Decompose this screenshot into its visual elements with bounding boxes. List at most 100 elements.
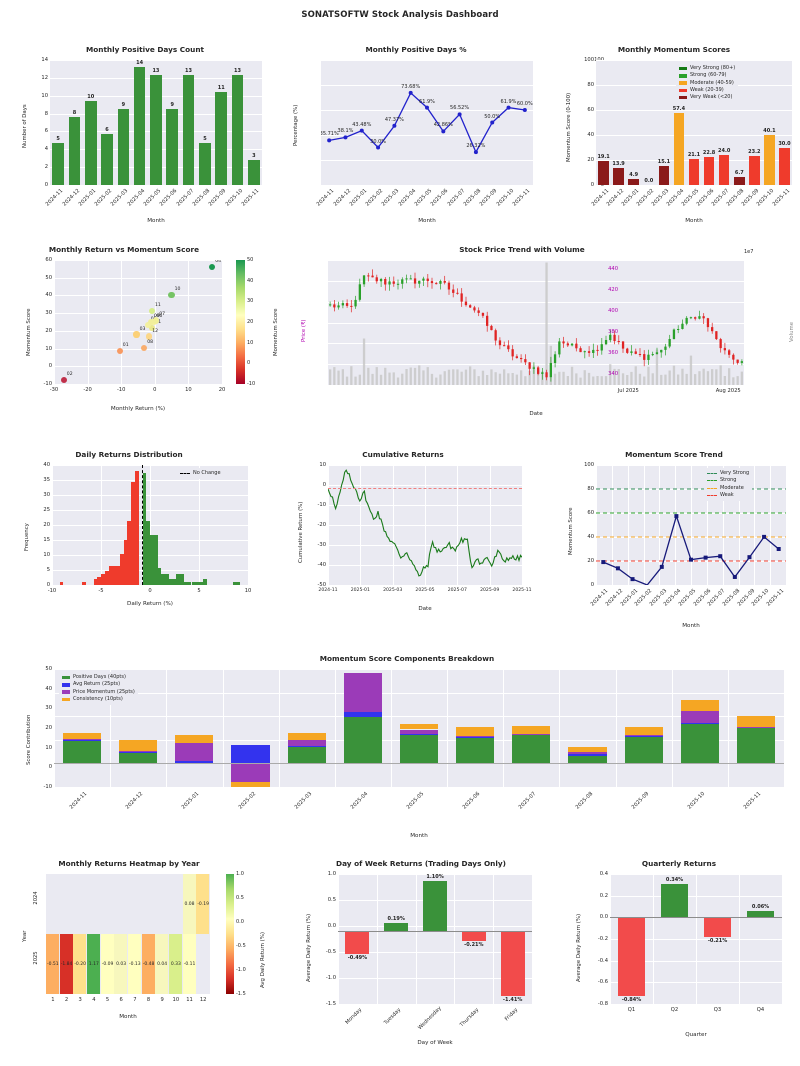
grid-line-v: [615, 669, 617, 787]
colorbar-tick: 0: [247, 360, 251, 367]
xtick-month: 5: [105, 997, 110, 1003]
grid-line-h: [54, 313, 222, 315]
stacked-segment: [175, 735, 214, 743]
bar: [704, 916, 731, 937]
xtick: 0: [148, 588, 152, 594]
scatter-point: [147, 318, 155, 325]
xtick-day: Wednesday: [417, 1005, 443, 1032]
ytick: 40: [587, 132, 594, 138]
stacked-segment: [63, 740, 102, 742]
ytick: 20: [587, 558, 594, 564]
ytick: 4: [44, 146, 48, 153]
histogram-bar: [123, 540, 128, 585]
stacked-segment: [287, 747, 326, 764]
stacked-segment: [680, 724, 719, 764]
xtick: 2025-04: [349, 791, 370, 811]
stacked-segment: [456, 727, 495, 736]
grid-line-v: [671, 669, 673, 787]
legend-swatch: [62, 683, 70, 687]
legend-label: Weak (20-39): [690, 86, 724, 93]
ytick: -0.6: [597, 979, 608, 986]
grid-line-v: [390, 669, 392, 787]
ytick: -0.8: [597, 1001, 608, 1007]
xtick-month: 11: [186, 997, 193, 1003]
legend-swatch: [679, 66, 687, 71]
legend-swatch: [679, 95, 687, 100]
ytick: 1.0: [327, 871, 336, 877]
xtick: 2024-12: [124, 791, 145, 811]
ytick: 8: [44, 110, 48, 117]
xtick-month: 7: [133, 997, 137, 1003]
xtick: -10: [47, 588, 57, 594]
ytick: 50: [45, 666, 52, 672]
ytick: 80: [587, 486, 594, 492]
grid-line-h: [54, 260, 222, 261]
bar-value-label: 6.7: [734, 169, 744, 176]
ytick-price: 420: [608, 286, 618, 293]
bar-value-label: 13: [185, 68, 193, 75]
xtick: 2025-11: [512, 588, 532, 593]
ytick: -1.5: [325, 1001, 336, 1007]
candlestick-series: [329, 262, 743, 385]
legend-line-swatch: [707, 494, 717, 496]
ytick: 6: [44, 128, 48, 135]
panel-quarterly-returns: Quarterly Returns -0.84% 0.34% -0.21% 0.06%…: [566, 859, 800, 1055]
grid-line-h: [321, 160, 533, 161]
heatmap-cell: [114, 934, 128, 994]
histogram-bar: [202, 579, 207, 585]
scatter-point-label: 06: [156, 314, 163, 320]
xtick: Aug 2025: [715, 388, 741, 394]
bar-value-label: -0.49%: [347, 954, 368, 961]
grid-line-v: [334, 669, 336, 787]
xtick-quarter: Q2: [670, 1007, 679, 1013]
grid-line-v: [338, 874, 339, 1004]
stacked-segment: [680, 700, 719, 712]
heatmap-cell: [100, 874, 114, 934]
bar: [423, 880, 448, 932]
histogram-bar: [101, 573, 105, 585]
grid-line-v: [738, 465, 740, 585]
histogram-bar: [119, 554, 124, 585]
bar-value-label: 13: [152, 68, 160, 75]
histogram-bar: [108, 565, 113, 585]
legend-returns-distribution: No Change: [177, 468, 224, 480]
ytick: 100: [584, 57, 594, 63]
grid-line-v: [415, 874, 417, 1004]
grid-line-h: [328, 322, 744, 324]
stacked-segment: [63, 740, 102, 764]
grid-line-h: [338, 978, 532, 979]
xtick-month: 9: [160, 997, 164, 1003]
chart-title-positive-days-count: Monthly Positive Days Count: [85, 45, 205, 54]
grid-line-v: [121, 260, 123, 384]
xtick-month: 6: [119, 997, 123, 1003]
grid-line-v: [52, 465, 53, 585]
histogram-bar: [180, 573, 184, 585]
stacked-segment: [456, 735, 495, 737]
heatmap-cell: [87, 874, 101, 934]
grid-line-v: [610, 874, 611, 1004]
xlabel-quarterly-returns: Quarter: [685, 1032, 707, 1038]
xlabel-return-vs-momentum: Monthly Return (%): [110, 406, 166, 412]
ytick: 15: [43, 537, 50, 543]
bar: [598, 161, 609, 185]
ytick: 10: [319, 462, 326, 468]
ytick-price: 380: [608, 329, 618, 335]
grid-line-v: [770, 465, 772, 585]
panel-positive-days-pct: Monthly Positive Days % 35.71% 38.1% 43.48…: [285, 45, 604, 231]
stacked-segment: [231, 763, 270, 783]
ytick: 20: [45, 725, 52, 731]
chart-title-momentum-trend: Momentum Score Trend: [625, 450, 723, 459]
ylabel-positive-days-pct: Percentage (%): [293, 104, 299, 146]
stacked-segment: [119, 750, 158, 752]
xlabel-momentum-trend: Month: [682, 623, 700, 629]
grid-line-v: [222, 669, 224, 787]
stacked-segment: [568, 751, 607, 755]
point-value-label: 30.0%: [370, 138, 387, 145]
stacked-segment: [624, 735, 663, 736]
plot-area-positive-days-count: 5 8 10 6 9 14 13 9 13 5 11 13 3: [50, 60, 262, 185]
ytick: 14: [41, 57, 48, 63]
xtick: 2025-11: [742, 791, 763, 811]
bar-value-label: 13: [234, 68, 242, 75]
scatter-point: [153, 317, 160, 324]
bar: [703, 156, 715, 185]
